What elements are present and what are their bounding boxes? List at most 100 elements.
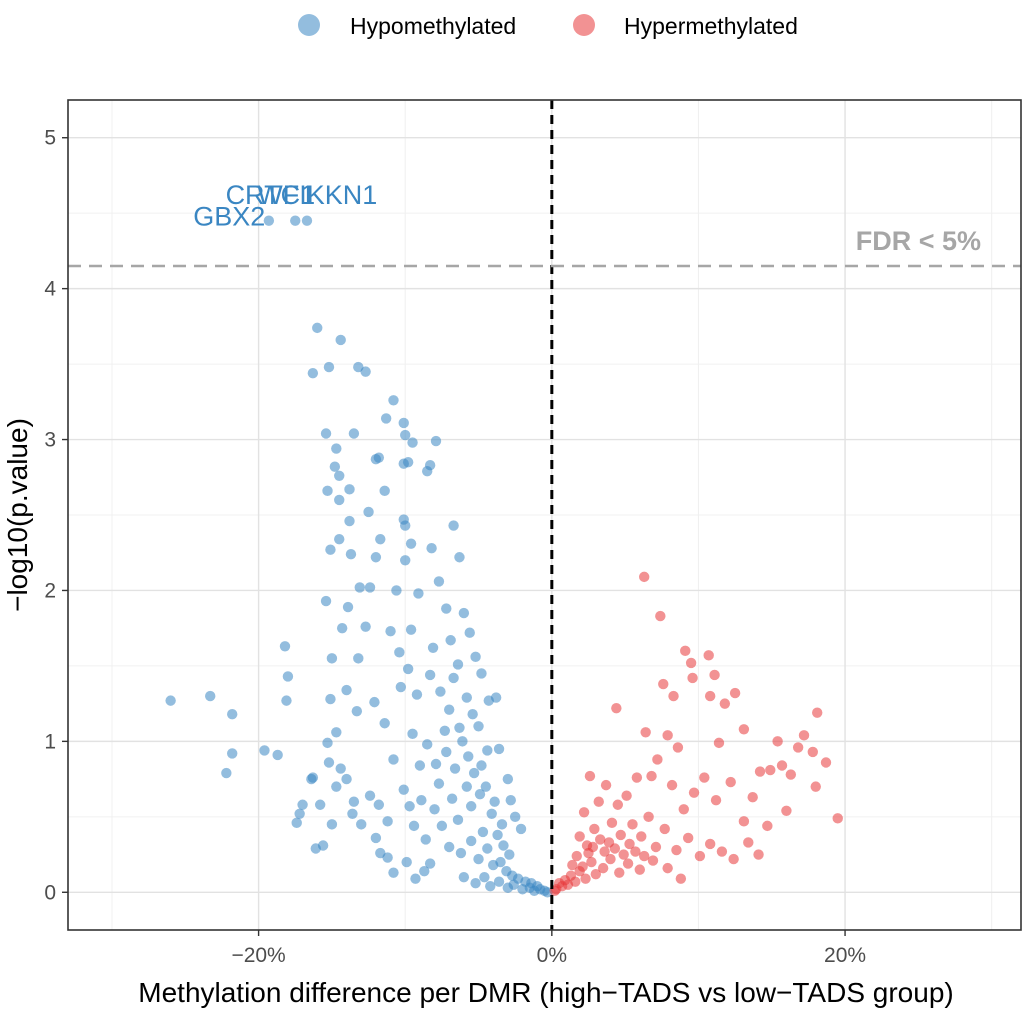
hypermethylated-point	[765, 764, 776, 776]
plot-panel-border	[67, 99, 1022, 931]
hypomethylated-point	[433, 778, 445, 789]
hypomethylated-point	[259, 745, 270, 756]
legend-hypomethylated-key	[298, 14, 320, 36]
hypomethylated-point	[323, 361, 335, 373]
hypomethylated-point	[509, 811, 521, 823]
hypomethylated-point	[297, 799, 308, 810]
hypomethylated-point	[317, 840, 329, 851]
hypermethylated-point	[609, 843, 621, 854]
hypomethylated-point	[375, 533, 386, 545]
hypomethylated-point	[391, 585, 402, 596]
hypermethylated-point	[634, 864, 645, 875]
hypomethylated-point	[486, 808, 497, 819]
hypomethylated-point	[427, 642, 439, 653]
hypomethylated-point	[430, 435, 442, 447]
hypomethylated-point	[344, 484, 355, 495]
hypomethylated-point	[435, 686, 446, 697]
hypomethylated-point	[470, 878, 481, 889]
hypermethylated-point	[577, 861, 588, 872]
hypermethylated-point	[682, 832, 694, 844]
hypomethylated-point	[400, 555, 411, 566]
hypomethylated-point	[492, 829, 503, 841]
y-tick-label: 1	[44, 730, 56, 753]
hypomethylated-point	[382, 816, 393, 827]
hypomethylated-point	[454, 722, 465, 733]
hypomethylated-point	[400, 520, 411, 531]
hypomethylated-point	[476, 668, 487, 679]
hypermethylated-point	[647, 855, 659, 866]
x-tick-label: 20%	[824, 944, 866, 967]
hypomethylated-point	[452, 814, 464, 826]
hypermethylated-point	[694, 850, 706, 862]
hypomethylated-point	[441, 746, 452, 758]
hypomethylated-point	[380, 413, 392, 424]
hypomethylated-point	[467, 709, 478, 720]
hypomethylated-point	[379, 485, 390, 497]
hypomethylated-point	[413, 588, 424, 599]
hypomethylated-point	[400, 429, 411, 441]
hypomethylated-point	[405, 538, 417, 549]
hypermethylated-point	[728, 853, 739, 865]
hypermethylated-point	[618, 849, 629, 860]
hypomethylated-point	[307, 367, 319, 379]
hypomethylated-point	[322, 485, 333, 497]
hypomethylated-point	[282, 671, 294, 682]
hypomethylated-point	[353, 653, 364, 664]
hypomethylated-point	[335, 763, 346, 774]
hypermethylated-point	[680, 645, 691, 657]
hypermethylated-point	[600, 779, 612, 791]
hypermethylated-point	[643, 811, 654, 823]
hypomethylated-point	[405, 624, 417, 635]
hypermethylated-point	[659, 823, 670, 835]
hypomethylated-point	[454, 552, 465, 563]
hypermethylated-point	[747, 792, 758, 803]
hypermethylated-point	[738, 816, 750, 827]
hypermethylated-point	[590, 868, 602, 880]
hypomethylated-point	[424, 669, 436, 681]
hypermethylated-point	[662, 862, 673, 874]
hypermethylated-point	[685, 657, 697, 669]
hypomethylated-point	[422, 739, 433, 750]
hypermethylated-point	[580, 873, 591, 884]
hypomethylated-point	[336, 622, 348, 634]
x-axis-title: Methylation difference per DMR (high−TAD…	[138, 977, 953, 1008]
hypomethylated-point	[404, 801, 415, 812]
hypermethylated-point	[614, 867, 625, 878]
hypomethylated-point	[422, 466, 433, 477]
hypomethylated-point	[294, 808, 305, 819]
gene-label: GBX2	[193, 201, 265, 231]
hypomethylated-point	[385, 626, 396, 637]
hypomethylated-point	[314, 799, 326, 810]
data-points	[165, 215, 843, 898]
hypomethylated-point	[370, 552, 382, 563]
hypomethylated-point	[323, 757, 335, 768]
hypomethylated-point	[448, 520, 459, 531]
hypermethylated-point	[611, 702, 622, 714]
hypomethylated-point	[370, 453, 382, 465]
fdr-threshold-label: FDR < 5%	[856, 226, 981, 256]
hypomethylated-point	[279, 641, 291, 652]
hypomethylated-point	[444, 841, 455, 853]
hypomethylated-point	[515, 823, 527, 835]
hypermethylated-point	[703, 650, 714, 661]
hypomethylated-point	[414, 760, 426, 771]
hypermethylated-point	[584, 770, 596, 782]
hypomethylated-point	[221, 767, 232, 779]
hypomethylated-point	[394, 647, 405, 658]
hypomethylated-point	[373, 799, 385, 810]
hypermethylated-point	[638, 850, 650, 862]
hypomethylated-point	[449, 763, 461, 774]
hypomethylated-point	[334, 533, 345, 545]
hypermethylated-point	[671, 844, 682, 856]
hypomethylated-point	[334, 494, 345, 506]
hypomethylated-point	[485, 881, 496, 892]
hypomethylated-point	[424, 858, 436, 869]
x-tick-label: 0%	[537, 944, 567, 967]
hypermethylated-point	[792, 742, 804, 753]
hypomethylated-point	[461, 692, 472, 703]
hypomethylated-point	[490, 692, 502, 703]
hypomethylated-point	[379, 718, 390, 729]
hypomethylated-point	[446, 793, 458, 804]
hypermethylated-point	[820, 757, 832, 768]
